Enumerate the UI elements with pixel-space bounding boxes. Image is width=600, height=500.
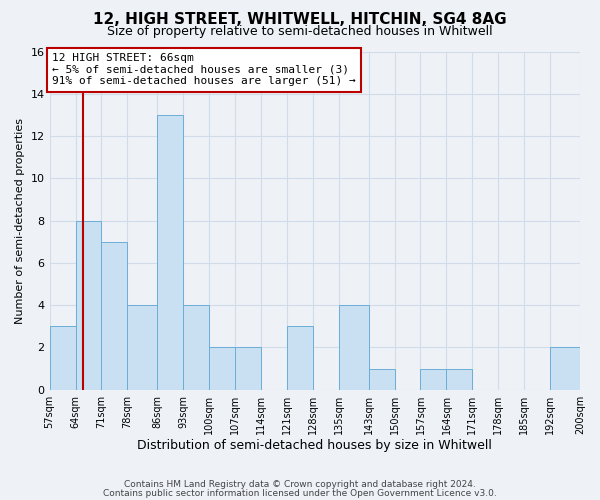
Text: Contains public sector information licensed under the Open Government Licence v3: Contains public sector information licen… <box>103 489 497 498</box>
Bar <box>550 348 580 390</box>
Bar <box>183 305 209 390</box>
Bar <box>235 348 261 390</box>
Text: Size of property relative to semi-detached houses in Whitwell: Size of property relative to semi-detach… <box>107 25 493 38</box>
Bar <box>50 326 76 390</box>
Bar <box>339 305 368 390</box>
Bar <box>421 368 446 390</box>
Bar <box>157 115 183 390</box>
Text: Contains HM Land Registry data © Crown copyright and database right 2024.: Contains HM Land Registry data © Crown c… <box>124 480 476 489</box>
Bar <box>209 348 235 390</box>
X-axis label: Distribution of semi-detached houses by size in Whitwell: Distribution of semi-detached houses by … <box>137 440 492 452</box>
Bar <box>127 305 157 390</box>
Text: 12, HIGH STREET, WHITWELL, HITCHIN, SG4 8AG: 12, HIGH STREET, WHITWELL, HITCHIN, SG4 … <box>93 12 507 28</box>
Bar <box>446 368 472 390</box>
Bar <box>368 368 395 390</box>
Text: 12 HIGH STREET: 66sqm
← 5% of semi-detached houses are smaller (3)
91% of semi-d: 12 HIGH STREET: 66sqm ← 5% of semi-detac… <box>52 53 356 86</box>
Bar <box>101 242 127 390</box>
Bar <box>287 326 313 390</box>
Y-axis label: Number of semi-detached properties: Number of semi-detached properties <box>15 118 25 324</box>
Bar <box>76 220 101 390</box>
